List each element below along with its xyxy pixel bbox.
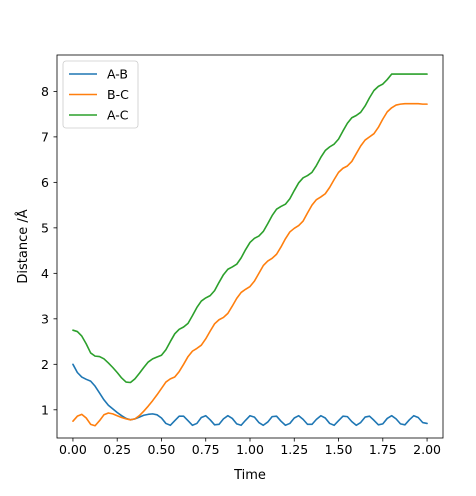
y-axis-label: Distance /Å: [15, 209, 31, 283]
x-axis-ticks: 0.00 0.25 0.50 0.75 1.00 1.25 1.50 1.75 2.00: [59, 438, 441, 457]
x-tick-label: 1.75: [369, 442, 397, 457]
legend-frame: [62, 60, 139, 129]
x-tick-label: 1.50: [325, 442, 353, 457]
legend-label: A-B: [107, 67, 128, 82]
x-tick-label: 1.25: [280, 442, 308, 457]
y-tick-label: 1: [41, 402, 49, 417]
legend-label: B-C: [107, 87, 129, 102]
x-tick-label: 0.00: [59, 442, 87, 457]
x-tick-label: 1.00: [236, 442, 264, 457]
y-tick-label: 6: [41, 175, 49, 190]
x-tick-label: 0.50: [148, 442, 176, 457]
y-axis-ticks: 1 2 3 4 5 6 7 8: [41, 84, 57, 417]
legend: A-B B-C A-C: [62, 60, 139, 129]
y-tick-label: 4: [41, 266, 49, 281]
series-layer: [72, 73, 428, 427]
y-tick-label: 2: [41, 357, 49, 372]
x-tick-label: 0.25: [103, 442, 131, 457]
y-tick-label: 3: [41, 311, 49, 326]
legend-label: A-C: [107, 108, 129, 123]
series-line-b-c: [72, 102, 428, 427]
series-line-a-c: [72, 73, 428, 384]
axes-frame: [56, 54, 444, 439]
y-tick-label: 5: [41, 220, 49, 235]
y-tick-label: 8: [41, 84, 49, 99]
x-tick-label: 0.75: [192, 442, 220, 457]
x-tick-label: 2.00: [413, 442, 441, 457]
x-axis-label: Time: [233, 468, 266, 483]
y-tick-label: 7: [41, 129, 49, 144]
